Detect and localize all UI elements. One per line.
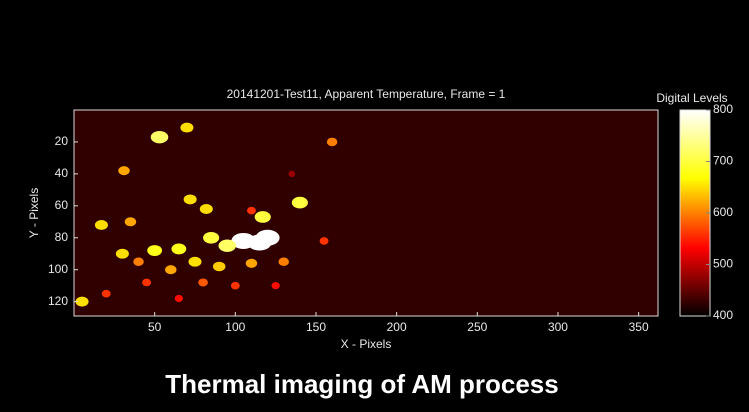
x-tick-label: 50 xyxy=(148,320,162,334)
hot-spot xyxy=(213,262,225,272)
y-axis-label: Y - Pixels xyxy=(27,188,41,238)
colorbar-tick-label: 400 xyxy=(713,308,733,322)
x-tick-label: 250 xyxy=(467,320,487,334)
hot-spot xyxy=(256,230,280,246)
hot-spot xyxy=(198,278,208,286)
y-tick-label: 100 xyxy=(48,262,68,276)
hot-spot xyxy=(231,282,240,290)
y-tick-label: 80 xyxy=(55,230,69,244)
x-tick-label: 150 xyxy=(306,320,326,334)
plot-area xyxy=(74,110,658,316)
hot-spot xyxy=(165,265,176,274)
hot-spot xyxy=(175,295,183,302)
hot-spot xyxy=(246,259,257,268)
y-tick-label: 120 xyxy=(48,294,68,308)
hot-spot xyxy=(188,257,201,267)
hot-spot xyxy=(203,232,219,244)
hot-spot xyxy=(278,257,289,266)
y-tick-label: 20 xyxy=(55,134,69,148)
hot-spot xyxy=(272,282,280,289)
slide: 20141201-Test11, Apparent Temperature, F… xyxy=(0,0,749,412)
x-tick-label: 200 xyxy=(387,320,407,334)
x-tick-label: 300 xyxy=(548,320,568,334)
y-tick-label: 60 xyxy=(55,198,69,212)
hot-spot xyxy=(255,211,271,223)
hot-spot xyxy=(125,217,136,226)
x-tick-label: 350 xyxy=(629,320,649,334)
hot-spot xyxy=(118,166,129,175)
colorbar-tick-label: 800 xyxy=(713,102,733,116)
colorbar-tick-label: 700 xyxy=(713,154,733,168)
hot-spot xyxy=(151,131,169,143)
hot-spot xyxy=(133,257,144,266)
hot-spot xyxy=(142,279,151,287)
y-tick-label: 40 xyxy=(55,166,69,180)
hot-spot xyxy=(184,194,197,204)
hot-spot xyxy=(200,204,213,214)
hot-spot xyxy=(171,243,186,254)
colorbar-tick-label: 600 xyxy=(713,205,733,219)
hot-spot xyxy=(292,197,308,209)
x-axis-label: X - Pixels xyxy=(341,337,392,351)
hot-spot xyxy=(116,249,129,259)
x-tick-label: 100 xyxy=(225,320,245,334)
hot-spot xyxy=(147,245,162,256)
colorbar xyxy=(680,110,710,316)
hot-spot xyxy=(320,237,329,245)
hot-spot xyxy=(288,171,295,177)
hot-spot xyxy=(327,138,338,147)
hot-spot xyxy=(180,123,193,133)
hot-spot xyxy=(218,240,236,252)
hot-spot xyxy=(95,220,108,230)
colorbar-tick-label: 500 xyxy=(713,257,733,271)
hot-spot xyxy=(247,207,256,215)
caption: Thermal imaging of AM process xyxy=(165,369,558,399)
chart-title: 20141201-Test11, Apparent Temperature, F… xyxy=(227,87,506,101)
hot-spot xyxy=(102,290,111,298)
